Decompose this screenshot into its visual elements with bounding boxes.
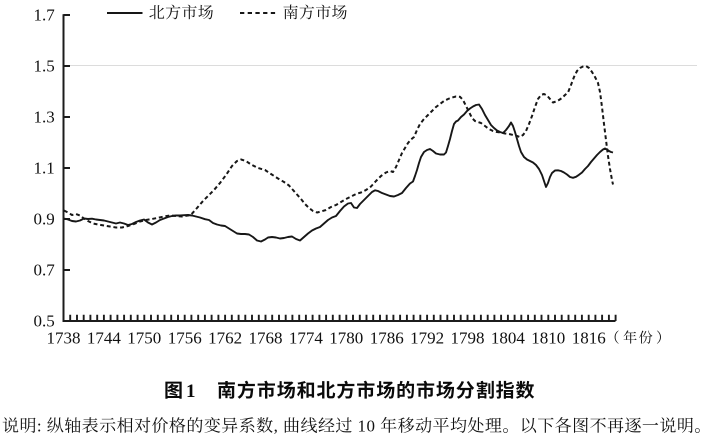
svg-text:0.9: 0.9	[34, 210, 55, 229]
svg-text:说明: 纵轴表示相对价格的变异系数, 曲线经过 10 年移动: 说明: 纵轴表示相对价格的变异系数, 曲线经过 10 年移动平均处理。以下各图不…	[2, 411, 704, 436]
svg-text:南方市场: 南方市场	[283, 0, 348, 23]
svg-text:1786: 1786	[370, 329, 404, 348]
svg-text:1804: 1804	[491, 329, 526, 348]
svg-text:1750: 1750	[127, 329, 161, 348]
svg-text:1798: 1798	[451, 329, 485, 348]
svg-text:图: 图	[164, 376, 183, 403]
svg-text:1756: 1756	[168, 329, 202, 348]
svg-text:1.1: 1.1	[34, 159, 55, 178]
svg-text:1.3: 1.3	[34, 108, 55, 127]
svg-text:1810: 1810	[531, 329, 565, 348]
svg-text:北方市场: 北方市场	[149, 0, 214, 23]
svg-text:1792: 1792	[410, 329, 444, 348]
svg-text:1738: 1738	[47, 329, 81, 348]
svg-text:（年份）: （年份）	[605, 328, 670, 348]
svg-text:0.7: 0.7	[34, 261, 56, 280]
svg-text:1762: 1762	[208, 329, 242, 348]
svg-text:1744: 1744	[87, 329, 122, 348]
svg-text:1.5: 1.5	[34, 57, 55, 76]
svg-text:0.5: 0.5	[34, 312, 55, 331]
svg-text:1816: 1816	[572, 329, 606, 348]
svg-text:南方市场和北方市场的市场分割指数: 南方市场和北方市场的市场分割指数	[217, 376, 535, 403]
svg-text:1780: 1780	[329, 329, 363, 348]
svg-text:1.7: 1.7	[34, 6, 56, 25]
svg-text:1774: 1774	[289, 329, 324, 348]
svg-text:1768: 1768	[249, 329, 283, 348]
svg-text:1: 1	[186, 381, 196, 402]
